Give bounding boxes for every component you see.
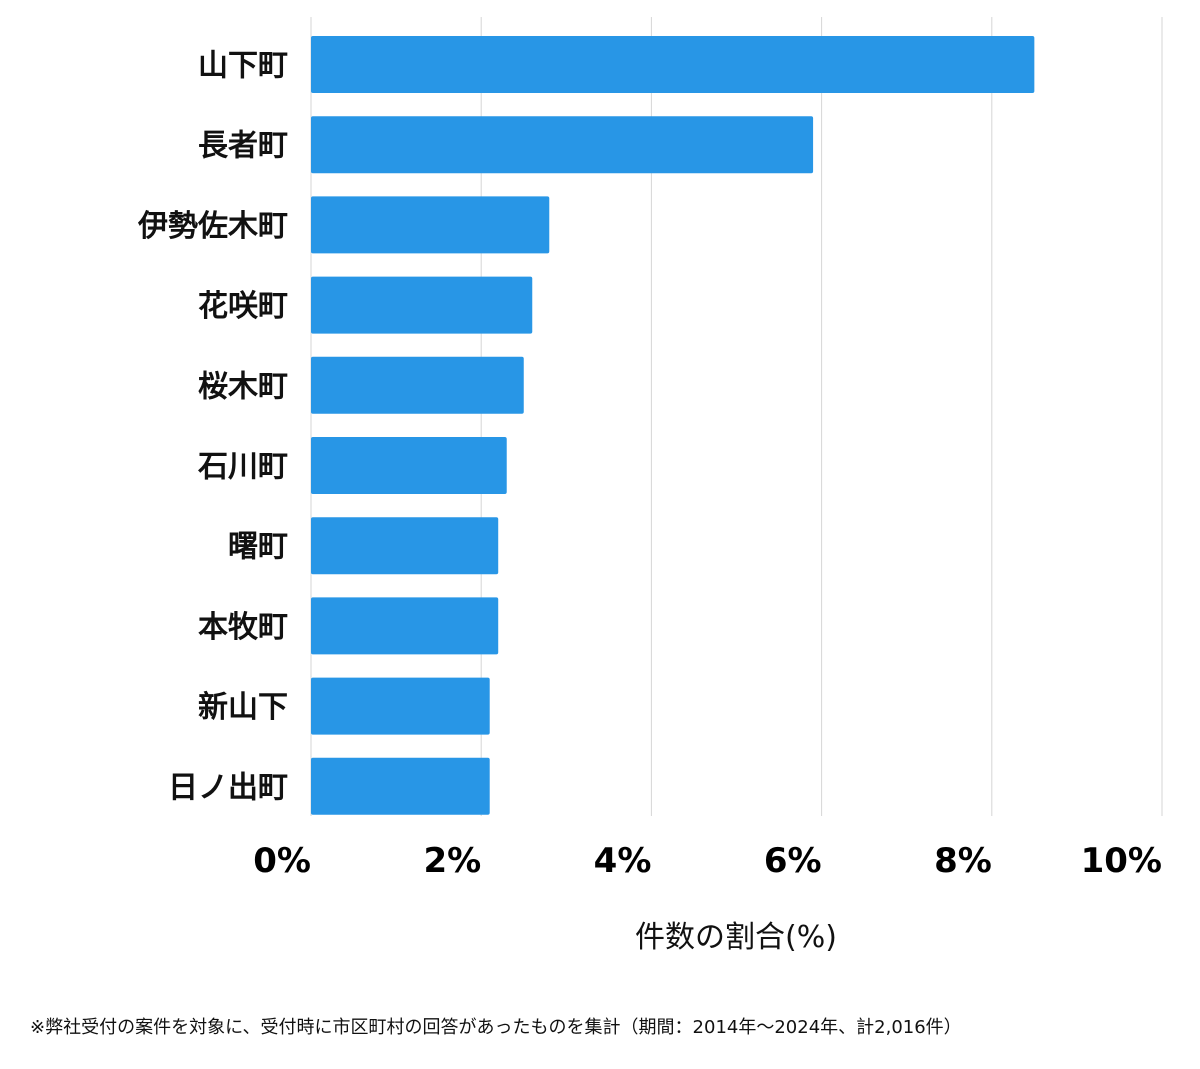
category-label: 伊勢佐木町 xyxy=(137,209,288,244)
bars xyxy=(311,36,1035,815)
bar xyxy=(311,36,1035,93)
footnote: ※弊社受付の案件を対象に、受付時に市区町村の回答があったものを集計（期間：201… xyxy=(30,1017,962,1038)
bar xyxy=(311,677,490,735)
category-label: 長者町 xyxy=(198,129,288,164)
bar xyxy=(311,116,814,174)
bar xyxy=(311,356,524,414)
x-tick-label: 6% xyxy=(764,841,822,881)
bar xyxy=(311,276,533,334)
x-tick-label: 0% xyxy=(253,841,311,881)
x-axis-title: 件数の割合(%) xyxy=(635,920,837,955)
category-label: 日ノ出町 xyxy=(168,770,288,805)
x-tick-label: 4% xyxy=(594,841,652,881)
x-tick-label: 8% xyxy=(934,841,992,881)
bar xyxy=(311,757,490,815)
x-tick-label: 2% xyxy=(423,841,481,881)
tick-labels: 0% 2% 4% 6% 8% 10% xyxy=(253,841,1162,881)
category-label: 花咲町 xyxy=(198,289,288,324)
bar xyxy=(311,196,550,254)
x-tick-label: 10% xyxy=(1081,841,1162,881)
bar xyxy=(311,437,507,494)
bar xyxy=(311,597,499,655)
category-label: 新山下 xyxy=(198,690,288,725)
bar xyxy=(311,517,499,575)
category-label: 桜木町 xyxy=(198,369,288,404)
category-label: 石川町 xyxy=(197,450,288,485)
category-label: 本牧町 xyxy=(198,610,288,645)
category-label: 曙町 xyxy=(228,530,288,565)
category-label: 山下町 xyxy=(198,49,288,84)
